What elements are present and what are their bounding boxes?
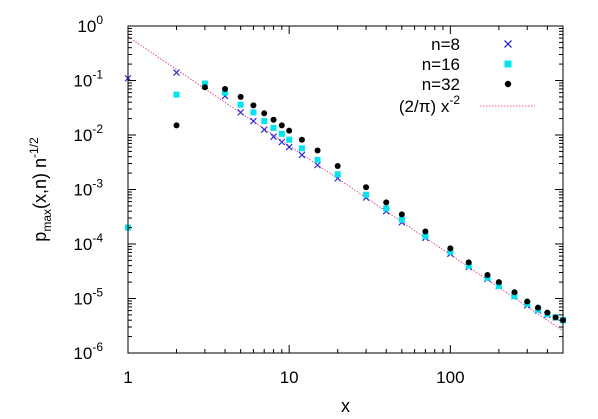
- legend-label-n16: n=16: [422, 55, 460, 74]
- point-n32: [334, 162, 341, 169]
- y-axis-label: pmax(x,n) n-1/2: [27, 137, 54, 242]
- y-tick-label: 100: [77, 13, 103, 36]
- point-n16: [298, 145, 305, 152]
- plot-marks: [124, 36, 567, 332]
- point-n8: [285, 143, 293, 151]
- point-n32: [484, 271, 491, 278]
- point-n32: [398, 211, 405, 218]
- point-n32: [222, 85, 229, 92]
- point-n32: [201, 84, 208, 91]
- point-n32: [465, 259, 472, 266]
- point-n8: [260, 126, 268, 134]
- y-tick-label-exponent: -2: [92, 122, 103, 136]
- x-tick-label: 10: [280, 368, 299, 387]
- point-n32: [270, 116, 277, 123]
- point-n32: [250, 102, 257, 109]
- point-n16: [250, 109, 257, 116]
- y-tick-label-base: 10: [73, 344, 92, 363]
- legend-marker-n8: [504, 40, 512, 48]
- point-n32: [422, 228, 429, 235]
- legend-label-reference-line: (2/π) x-2: [399, 93, 460, 116]
- y-tick-label: 10-4: [73, 231, 103, 254]
- y-tick-label: 10-2: [73, 122, 103, 145]
- y-tick-label: 10-6: [73, 340, 103, 363]
- point-n16: [383, 205, 390, 212]
- y-tick-label: 10-3: [73, 177, 103, 200]
- point-n32: [298, 136, 305, 143]
- point-n16: [447, 248, 454, 255]
- point-n16: [270, 124, 277, 131]
- point-n16: [334, 171, 341, 178]
- point-n8: [314, 161, 321, 169]
- y-tick-label-base: 10: [77, 17, 96, 36]
- y-tick-label-base: 10: [73, 181, 92, 200]
- legend-label-n8: n=8: [431, 35, 460, 54]
- x-tick-label: 100: [436, 368, 464, 387]
- point-n16: [465, 262, 472, 269]
- y-tick-label-base: 10: [73, 235, 92, 254]
- point-n32: [383, 199, 390, 206]
- y-tick-label-base: 10: [73, 290, 92, 309]
- y-tick-label-exponent: -3: [92, 177, 103, 191]
- legend-label-n32: n=32: [422, 75, 460, 94]
- y-tick-label: 10-1: [73, 68, 103, 91]
- point-n16: [222, 89, 229, 96]
- point-n16: [173, 91, 180, 98]
- legend-reference-main: (2/π) x: [399, 97, 450, 116]
- point-n32: [447, 245, 454, 252]
- point-n32: [495, 279, 502, 286]
- y-axis-label-mid: (x,n) n: [30, 158, 50, 209]
- y-axis-label-superscript: -1/2: [27, 137, 41, 158]
- point-n16: [363, 191, 370, 198]
- point-n16: [511, 293, 518, 300]
- legend-marker-n32: [504, 80, 512, 88]
- point-n32: [511, 289, 518, 296]
- point-n8: [249, 117, 257, 125]
- point-n16: [286, 136, 293, 143]
- point-n16: [495, 282, 502, 289]
- point-n32: [314, 147, 321, 154]
- point-n32: [363, 184, 370, 191]
- y-tick-label: 10-5: [73, 286, 103, 309]
- point-n32: [237, 93, 244, 100]
- x-axis-label: x: [341, 396, 350, 416]
- point-n32: [173, 122, 180, 129]
- point-n32: [261, 110, 268, 117]
- point-n32: [535, 304, 542, 311]
- point-n8: [278, 138, 286, 146]
- y-tick-label-base: 10: [73, 126, 92, 145]
- y-axis-label-subscript: max: [40, 209, 54, 232]
- plot-frame: [127, 25, 564, 354]
- point-n32: [278, 122, 285, 129]
- y-tick-label-exponent: -4: [92, 231, 103, 245]
- point-n8: [173, 69, 180, 76]
- legend-reference-exponent: -2: [449, 93, 460, 107]
- point-n8: [237, 108, 245, 116]
- point-n16: [398, 216, 405, 223]
- point-n16: [201, 80, 208, 87]
- point-n8: [298, 151, 306, 159]
- legend-marker-n16: [504, 60, 512, 68]
- y-tick-label-base: 10: [73, 72, 92, 91]
- point-n16: [261, 118, 268, 125]
- point-n16: [278, 130, 285, 137]
- y-axis-label-prefix: p: [30, 232, 50, 242]
- point-n16: [422, 233, 429, 240]
- reference-line: [127, 36, 564, 332]
- point-n32: [524, 298, 531, 305]
- legend: n=8 n=16 n=32 (2/π) x-2: [399, 35, 535, 116]
- y-tick-label-exponent: 0: [96, 13, 103, 27]
- point-n32: [286, 127, 293, 134]
- point-n16: [237, 101, 244, 108]
- y-tick-label-exponent: -1: [92, 68, 103, 82]
- x-tick-label: 1: [123, 368, 132, 387]
- y-tick-label-exponent: -5: [92, 286, 103, 300]
- point-n32: [552, 314, 559, 321]
- point-n16: [314, 156, 321, 163]
- point-n32: [544, 309, 551, 316]
- y-tick-label-exponent: -6: [92, 340, 103, 354]
- point-n8: [270, 133, 277, 141]
